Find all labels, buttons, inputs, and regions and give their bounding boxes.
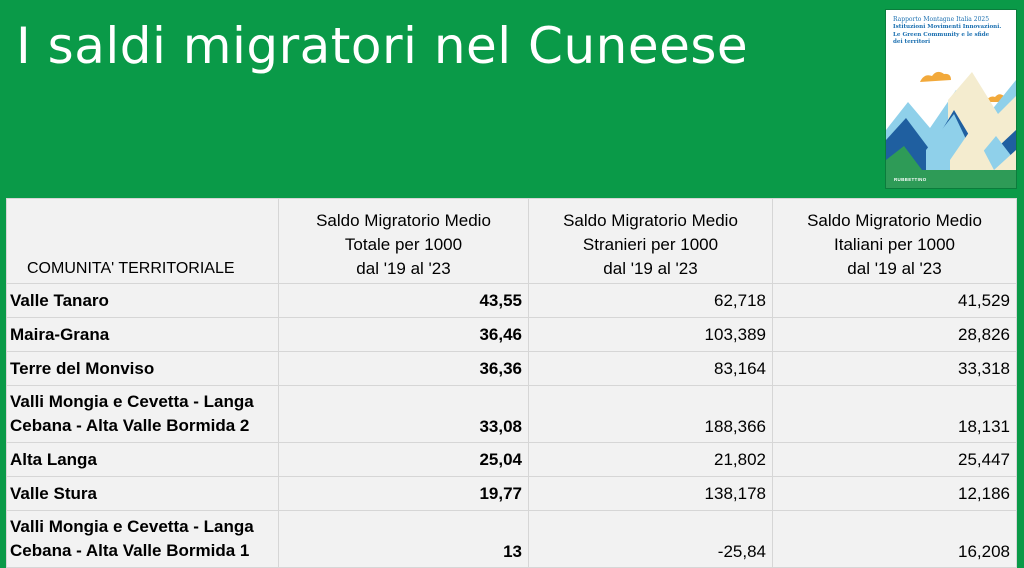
book-cover-text: Rapporto Montagne Italia 2025 Istituzion… — [893, 15, 1011, 47]
value-total: 13 — [278, 510, 529, 568]
value-italians: 25,447 — [772, 442, 1017, 477]
table-header-row: COMUNITA' TERRITORIALE Saldo Migratorio … — [6, 198, 1017, 284]
value-total: 25,04 — [278, 442, 529, 477]
value-italians: 33,318 — [772, 351, 1017, 386]
value-total: 43,55 — [278, 283, 529, 318]
table-row: Valli Mongia e Cevetta - Langa Cebana - … — [6, 510, 1017, 568]
community-name: Alta Langa — [6, 442, 279, 477]
book-subtitle-line: dei territori — [893, 39, 931, 45]
table-row: Valle Tanaro 43,55 62,718 41,529 — [6, 283, 1017, 318]
header-line: Saldo Migratorio Medio — [316, 211, 491, 230]
value-total: 19,77 — [278, 476, 529, 511]
value-foreigners: 188,366 — [528, 385, 773, 443]
value-foreigners: 103,389 — [528, 317, 773, 352]
header-line: dal '19 al '23 — [603, 259, 698, 278]
table-row: Maira-Grana 36,46 103,389 28,826 — [6, 317, 1017, 352]
book-subtitle-line: Istituzioni Movimenti Innovazioni. — [893, 24, 1002, 30]
community-name: Terre del Monviso — [6, 351, 279, 386]
community-name: Valli Mongia e Cevetta - Langa Cebana - … — [6, 510, 279, 568]
community-name: Maira-Grana — [6, 317, 279, 352]
value-italians: 18,131 — [772, 385, 1017, 443]
value-total: 33,08 — [278, 385, 529, 443]
mountain-illustration — [886, 10, 1016, 188]
book-publisher: RUBBETTINO — [894, 177, 927, 182]
table-row: Terre del Monviso 36,36 83,164 33,318 — [6, 351, 1017, 386]
table-row: Alta Langa 25,04 21,802 25,447 — [6, 442, 1017, 477]
header-line: COMUNITA' TERRITORIALE — [27, 260, 235, 277]
header-line: Totale per 1000 — [344, 235, 463, 254]
book-series: Rapporto Montagne Italia 2025 — [893, 16, 990, 23]
value-italians: 16,208 — [772, 510, 1017, 568]
value-foreigners: 138,178 — [528, 476, 773, 511]
community-name: Valli Mongia e Cevetta - Langa Cebana - … — [6, 385, 279, 443]
book-subtitle-line: Le Green Community e le sfide — [893, 31, 990, 38]
header-italians: Saldo Migratorio Medio Italiani per 1000… — [772, 198, 1017, 284]
community-name-line: Valli Mongia e Cevetta - Langa — [10, 392, 254, 411]
book-cover-image: Rapporto Montagne Italia 2025 Istituzion… — [886, 10, 1016, 188]
header-line: dal '19 al '23 — [356, 259, 451, 278]
value-foreigners: 83,164 — [528, 351, 773, 386]
value-italians: 12,186 — [772, 476, 1017, 511]
value-foreigners: -25,84 — [528, 510, 773, 568]
community-name: Valle Tanaro — [6, 283, 279, 318]
community-name-line: Valli Mongia e Cevetta - Langa — [10, 517, 254, 536]
migration-table-panel: COMUNITA' TERRITORIALE Saldo Migratorio … — [6, 198, 1017, 568]
value-total: 36,36 — [278, 351, 529, 386]
community-name: Valle Stura — [6, 476, 279, 511]
migration-table: COMUNITA' TERRITORIALE Saldo Migratorio … — [6, 198, 1017, 568]
slide-title: I saldi migratori nel Cuneese — [16, 17, 749, 75]
value-foreigners: 21,802 — [528, 442, 773, 477]
header-line: dal '19 al '23 — [847, 259, 942, 278]
header-total: Saldo Migratorio Medio Totale per 1000 d… — [278, 198, 529, 284]
header-line: Italiani per 1000 — [834, 235, 955, 254]
header-line: Stranieri per 1000 — [582, 235, 719, 254]
header-foreigners: Saldo Migratorio Medio Stranieri per 100… — [528, 198, 773, 284]
value-italians: 28,826 — [772, 317, 1017, 352]
community-name-line: Cebana - Alta Valle Bormida 1 — [10, 541, 250, 560]
value-total: 36,46 — [278, 317, 529, 352]
value-italians: 41,529 — [772, 283, 1017, 318]
header-line: Saldo Migratorio Medio — [563, 211, 738, 230]
value-foreigners: 62,718 — [528, 283, 773, 318]
community-name-line: Cebana - Alta Valle Bormida 2 — [10, 416, 250, 435]
table-row: Valle Stura 19,77 138,178 12,186 — [6, 476, 1017, 511]
header-community: COMUNITA' TERRITORIALE — [6, 198, 279, 284]
header-line: Saldo Migratorio Medio — [807, 211, 982, 230]
table-row: Valli Mongia e Cevetta - Langa Cebana - … — [6, 385, 1017, 443]
